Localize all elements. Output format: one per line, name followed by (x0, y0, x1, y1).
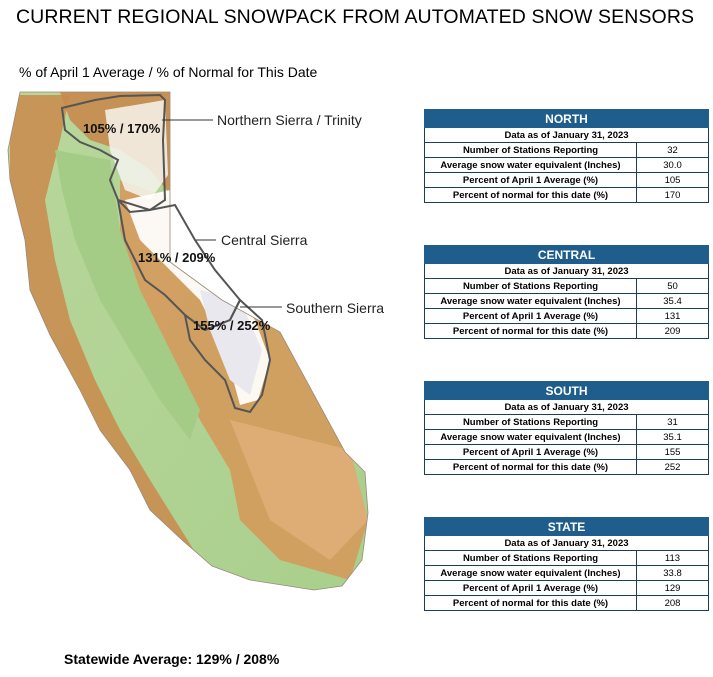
south-region-outline (183, 298, 272, 414)
row-label: Percent of normal for this date (%) (424, 187, 637, 203)
table-row: Average snow water equivalent (Inches) 35… (424, 293, 710, 309)
row-label: Percent of normal for this date (%) (424, 595, 637, 611)
table-row: Percent of normal for this date (%) 208 (424, 595, 709, 611)
table-row: Number of Stations Reporting 113 (424, 550, 709, 566)
row-value: 50 (635, 278, 710, 294)
table-header: CENTRAL (423, 245, 710, 264)
row-label: Number of Stations Reporting (424, 278, 637, 294)
statewide-average: Statewide Average: 129% / 208% (64, 651, 280, 667)
row-label: Average snow water equivalent (Inches) (424, 293, 637, 309)
table-header: STATE (424, 517, 709, 536)
row-value: 31 (636, 414, 709, 430)
row-value: 30.0 (635, 157, 710, 173)
table-row: Percent of April 1 Average (%) 131 (424, 308, 710, 324)
row-value: 105 (635, 172, 710, 188)
map-subtitle: % of April 1 Average / % of Normal for T… (19, 64, 318, 80)
table-header: SOUTH (424, 381, 709, 400)
as-of-date: Data as of January 31, 2023 (424, 535, 709, 551)
row-label: Average snow water equivalent (Inches) (424, 565, 637, 581)
row-label: Percent of normal for this date (%) (424, 459, 637, 475)
table-row: Percent of normal for this date (%) 170 (424, 187, 710, 203)
table-row: Average snow water equivalent (Inches) 33… (424, 565, 709, 581)
table-row: Percent of normal for this date (%) 209 (424, 323, 710, 339)
row-label: Percent of April 1 Average (%) (424, 172, 637, 188)
south-region-value: 155% / 252% (193, 318, 271, 333)
row-value: 155 (636, 444, 709, 460)
row-value: 35.1 (636, 429, 709, 445)
row-label: Percent of April 1 Average (%) (424, 580, 637, 596)
row-value: 131 (635, 308, 710, 324)
as-of-date: Data as of January 31, 2023 (424, 399, 709, 415)
page-title: CURRENT REGIONAL SNOWPACK FROM AUTOMATED… (16, 6, 695, 28)
row-label: Percent of April 1 Average (%) (424, 444, 637, 460)
row-value: 32 (635, 142, 710, 158)
table-row: Percent of April 1 Average (%) 129 (424, 580, 709, 596)
table-row: Average snow water equivalent (Inches) 35… (424, 429, 709, 445)
row-value: 35.4 (635, 293, 710, 309)
central-region-name: Central Sierra (221, 232, 308, 248)
table-header: NORTH (423, 109, 710, 128)
south-region-name: Southern Sierra (286, 300, 384, 316)
table-row: Percent of normal for this date (%) 252 (424, 459, 709, 475)
row-value: 208 (636, 595, 709, 611)
row-label: Average snow water equivalent (Inches) (424, 429, 637, 445)
north-stats-table: NORTH Data as of January 31, 2023 Number… (423, 109, 710, 203)
south-stats-table: SOUTH Data as of January 31, 2023 Number… (424, 381, 709, 475)
table-row: Percent of April 1 Average (%) 155 (424, 444, 709, 460)
table-row: Average snow water equivalent (Inches) 30… (424, 157, 710, 173)
central-stats-table: CENTRAL Data as of January 31, 2023 Numb… (423, 245, 710, 339)
table-row: Number of Stations Reporting 50 (424, 278, 710, 294)
north-region-value: 105% / 170% (83, 121, 161, 136)
central-region-value: 131% / 209% (138, 250, 216, 265)
row-label: Number of Stations Reporting (424, 550, 637, 566)
row-label: Average snow water equivalent (Inches) (424, 157, 637, 173)
row-value: 113 (636, 550, 709, 566)
row-value: 170 (635, 187, 710, 203)
table-row: Percent of April 1 Average (%) 105 (424, 172, 710, 188)
row-value: 252 (636, 459, 709, 475)
north-region-outline (60, 93, 167, 214)
row-value: 209 (635, 323, 710, 339)
row-value: 129 (636, 580, 709, 596)
row-value: 33.8 (636, 565, 709, 581)
row-label: Percent of normal for this date (%) (424, 323, 637, 339)
row-label: Number of Stations Reporting (424, 414, 637, 430)
row-label: Percent of April 1 Average (%) (424, 308, 637, 324)
table-row: Number of Stations Reporting 31 (424, 414, 709, 430)
as-of-date: Data as of January 31, 2023 (423, 127, 710, 143)
table-row: Number of Stations Reporting 32 (424, 142, 710, 158)
state-stats-table: STATE Data as of January 31, 2023 Number… (424, 517, 709, 611)
row-label: Number of Stations Reporting (424, 142, 637, 158)
north-region-name: Northern Sierra / Trinity (217, 112, 362, 128)
as-of-date: Data as of January 31, 2023 (423, 263, 710, 279)
